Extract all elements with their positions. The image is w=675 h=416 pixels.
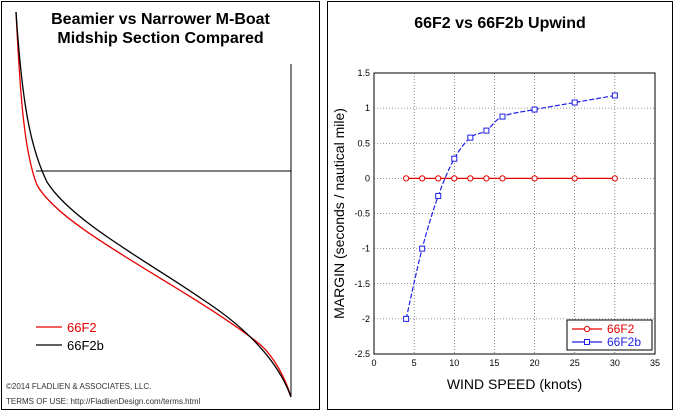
data-point-66f2 bbox=[419, 175, 426, 182]
copyright-text: ©2014 FLADLIEN & ASSOCIATES, LLC. bbox=[6, 382, 152, 391]
x-tick-label: 15 bbox=[489, 358, 499, 368]
right-chart-title: 66F2 vs 66F2b Upwind bbox=[414, 15, 586, 32]
y-tick-label: 0 bbox=[365, 173, 370, 183]
legend-label-66f2b: 66F2b bbox=[67, 338, 104, 353]
x-tick-label: 5 bbox=[412, 358, 417, 368]
midship-section-chart: 66F2 66F2b bbox=[15, 11, 292, 398]
data-point-66f2b bbox=[531, 106, 538, 113]
y-tick-label: -2.5 bbox=[354, 349, 370, 359]
data-point-66f2 bbox=[531, 175, 538, 182]
data-point-66f2b bbox=[451, 155, 458, 162]
legend-box bbox=[566, 319, 653, 351]
left-chart-title-line1: Beamier vs Narrower M-Boat bbox=[51, 11, 270, 28]
y-tick-label: 1.5 bbox=[357, 68, 370, 78]
legend-label-66f2b: 66F2b bbox=[607, 335, 641, 349]
midship-section-panel: Beamier vs Narrower M-Boat Midship Secti… bbox=[1, 1, 320, 410]
data-point-66f2 bbox=[483, 175, 490, 182]
series-line-66f2b bbox=[405, 94, 615, 320]
y-tick-label: -1 bbox=[362, 244, 370, 254]
x-tick-label: 35 bbox=[650, 358, 660, 368]
y-axis-label: MARGIN (seconds / nautical mile) bbox=[331, 108, 347, 319]
terms-text: TERMS OF USE: http://FladlienDesign.com/… bbox=[6, 397, 201, 406]
curve-66f2b bbox=[15, 11, 292, 398]
x-tick-label: 20 bbox=[530, 358, 540, 368]
legend-label-66f2: 66F2 bbox=[607, 322, 635, 336]
data-point-66f2 bbox=[467, 175, 474, 182]
curve-66f2 bbox=[15, 11, 292, 398]
plot-frame bbox=[373, 72, 656, 355]
data-point-66f2b bbox=[467, 134, 474, 141]
y-tick-label: 1 bbox=[365, 103, 370, 113]
legend-marker-66f2b bbox=[584, 339, 590, 345]
data-point-66f2b bbox=[419, 245, 426, 252]
x-axis-label: WIND SPEED (knots) bbox=[447, 376, 582, 392]
data-point-66f2 bbox=[571, 175, 578, 182]
data-point-66f2b bbox=[499, 113, 506, 120]
data-point-66f2b bbox=[571, 99, 578, 106]
x-tick-label: 30 bbox=[610, 358, 620, 368]
legend-label-66f2: 66F2 bbox=[67, 320, 97, 335]
data-point-66f2b bbox=[611, 92, 618, 99]
upwind-margin-chart: 0 5 10 15 20 25 30 35 -2.5 -2 -1.5 -1 -0.5 0 0.5 1 1.5 WI… bbox=[331, 68, 660, 392]
y-tick-label: 0.5 bbox=[357, 138, 370, 148]
x-tick-label: 25 bbox=[570, 358, 580, 368]
data-point-66f2 bbox=[451, 175, 458, 182]
y-tick-label: -2 bbox=[362, 314, 370, 324]
y-tick-label: -1.5 bbox=[354, 279, 370, 289]
upwind-margin-panel: 66F2 vs 66F2b Upwind 0 5 10 15 20 25 30 35 -2.5-… bbox=[327, 1, 673, 410]
y-tick-label: -0.5 bbox=[354, 209, 370, 219]
legend-marker-66f2 bbox=[583, 325, 591, 333]
x-tick-label: 0 bbox=[371, 358, 376, 368]
left-chart-title-line2: Midship Section Compared bbox=[57, 30, 264, 47]
data-point-66f2 bbox=[435, 175, 442, 182]
data-point-66f2b bbox=[483, 127, 490, 134]
data-point-66f2 bbox=[499, 175, 506, 182]
data-point-66f2b bbox=[435, 192, 442, 199]
data-point-66f2 bbox=[611, 175, 618, 182]
data-point-66f2 bbox=[403, 175, 410, 182]
data-point-66f2b bbox=[403, 315, 410, 322]
x-tick-label: 10 bbox=[449, 358, 459, 368]
